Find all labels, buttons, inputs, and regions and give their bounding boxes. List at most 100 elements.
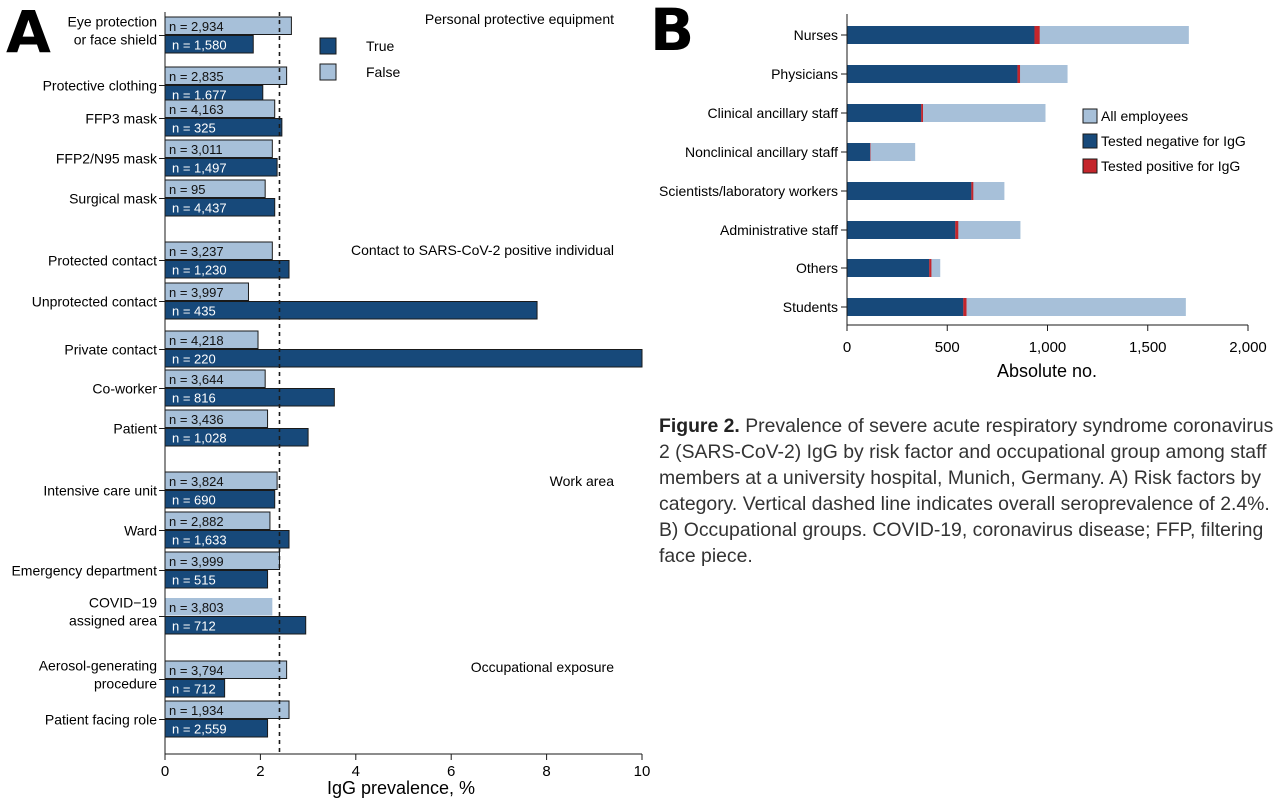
legend-b-swatch-2	[1082, 158, 1098, 174]
n-label-true-3: n = 1,497	[172, 161, 227, 176]
category-label-5-0: Protected contact	[48, 253, 157, 269]
legend-a-label-0: True	[366, 38, 394, 54]
x-tick-label-a-3: 6	[447, 763, 455, 780]
category-label-10-0: Intensive care unit	[43, 483, 157, 499]
x-tick-label-b-3: 1,500	[1129, 339, 1167, 356]
bar-tested-negative-0	[847, 26, 1035, 44]
n-label-false-7: n = 4,218	[169, 333, 224, 348]
category-label-1-0: Protective clothing	[43, 78, 157, 94]
n-label-false-15: n = 1,934	[169, 703, 224, 718]
bar-true-6	[164, 301, 538, 320]
category-label-b-6: Others	[796, 260, 838, 276]
category-label-2-0: FFP3 mask	[85, 111, 158, 127]
legend-a-label-1: False	[366, 64, 400, 80]
x-tick-label-b-4: 2,000	[1229, 339, 1267, 356]
n-label-false-2: n = 4,163	[169, 102, 224, 117]
panel-b-letter: B	[650, 0, 694, 64]
category-label-b-0: Nurses	[794, 27, 838, 43]
category-label-b-5: Administrative staff	[720, 222, 838, 238]
category-label-0-1: or face shield	[74, 32, 157, 48]
legend-a-swatch-0	[319, 37, 337, 55]
n-label-true-11: n = 1,633	[172, 533, 227, 548]
category-label-b-2: Clinical ancillary staff	[708, 105, 839, 121]
x-tick-label-a-0: 0	[161, 763, 169, 780]
panel-a-letter: A	[6, 0, 51, 66]
category-label-0-0: Eye protection	[68, 14, 158, 30]
n-label-false-0: n = 2,934	[169, 19, 224, 34]
legend-a-swatch-1	[319, 63, 337, 81]
n-label-true-5: n = 1,230	[172, 263, 227, 278]
category-label-b-7: Students	[783, 299, 838, 315]
n-label-true-14: n = 712	[172, 682, 216, 697]
bar-tested-positive-7	[963, 298, 967, 316]
legend-b-label-2: Tested positive for IgG	[1101, 158, 1240, 174]
n-label-false-3: n = 3,011	[169, 142, 223, 157]
chart-a: A Personal protective equipment Contact to…	[6, 0, 650, 798]
section-label-2: Work area	[550, 473, 615, 489]
section-label-3: Occupational exposure	[471, 659, 614, 675]
n-label-true-2: n = 325	[172, 121, 216, 136]
n-label-false-8: n = 3,644	[169, 372, 224, 387]
category-label-6-0: Unprotected contact	[32, 294, 157, 310]
bar-tested-negative-5	[847, 221, 956, 239]
bar-tested-negative-3	[847, 143, 871, 161]
category-label-13-1: assigned area	[69, 613, 157, 629]
n-label-false-4: n = 95	[169, 182, 206, 197]
bar-tested-negative-1	[847, 65, 1018, 83]
figure-caption: Figure 2. Prevalence of severe acute res…	[659, 413, 1284, 569]
legend-b-label-0: All employees	[1101, 108, 1188, 124]
n-label-true-1: n = 1,677	[172, 88, 227, 103]
n-label-true-9: n = 1,028	[172, 431, 227, 446]
category-label-b-1: Physicians	[771, 66, 838, 82]
bar-tested-positive-4	[971, 182, 974, 200]
category-label-b-4: Scientists/laboratory workers	[659, 183, 838, 199]
category-label-13-0: COVID−19	[89, 595, 157, 611]
bar-tested-positive-5	[955, 221, 959, 239]
category-label-b-3: Nonclinical ancillary staff	[685, 144, 838, 160]
bar-tested-positive-6	[929, 259, 932, 277]
chart-b: B Nurses Physicians Clinical ancillary staf…	[650, 0, 1267, 381]
category-label-8-0: Co-worker	[92, 381, 157, 397]
n-label-true-13: n = 712	[172, 619, 216, 634]
legend-b-swatch-1	[1082, 133, 1098, 149]
x-axis-title-a: IgG prevalence, %	[327, 778, 475, 798]
n-label-true-15: n = 2,559	[172, 722, 227, 737]
x-tick-label-b-0: 0	[843, 339, 851, 356]
n-label-true-10: n = 690	[172, 493, 216, 508]
n-label-true-8: n = 816	[172, 391, 216, 406]
x-tick-label-a-1: 2	[256, 763, 264, 780]
n-label-false-1: n = 2,835	[169, 69, 224, 84]
category-label-12-0: Emergency department	[11, 563, 157, 579]
caption-text: Prevalence of severe acute respiratory s…	[659, 415, 1274, 567]
x-tick-label-b-2: 1,000	[1029, 339, 1067, 356]
bar-false-13	[165, 598, 273, 616]
category-label-14-0: Aerosol-generating	[39, 658, 157, 674]
bar-tested-negative-7	[847, 298, 964, 316]
n-label-false-14: n = 3,794	[169, 663, 224, 678]
caption-bold: Figure 2.	[659, 415, 740, 437]
x-axis-title-b: Absolute no.	[997, 361, 1097, 381]
x-tick-label-a-2: 4	[352, 763, 360, 780]
category-label-14-1: procedure	[94, 676, 157, 692]
n-label-true-12: n = 515	[172, 573, 216, 588]
n-label-false-11: n = 2,882	[169, 514, 224, 529]
n-label-true-7: n = 220	[172, 352, 216, 367]
n-label-false-13: n = 3,803	[169, 600, 224, 615]
bar-tested-positive-1	[1017, 65, 1021, 83]
legend-b-swatch-0	[1082, 108, 1098, 124]
bar-tested-negative-6	[847, 259, 930, 277]
category-label-3-0: FFP2/N95 mask	[56, 151, 158, 167]
category-label-9-0: Patient	[113, 421, 157, 437]
bar-tested-positive-0	[1034, 26, 1040, 44]
section-label-0: Personal protective equipment	[425, 11, 614, 27]
x-tick-label-a-5: 10	[634, 763, 651, 780]
bar-tested-negative-4	[847, 182, 972, 200]
bar-tested-negative-2	[847, 104, 922, 122]
x-tick-label-b-1: 500	[935, 339, 960, 356]
x-tick-label-a-4: 8	[542, 763, 550, 780]
category-label-7-0: Private contact	[64, 342, 157, 358]
section-label-1: Contact to SARS-CoV-2 positive individua…	[351, 242, 614, 258]
n-label-false-10: n = 3,824	[169, 474, 224, 489]
n-label-false-12: n = 3,999	[169, 554, 224, 569]
